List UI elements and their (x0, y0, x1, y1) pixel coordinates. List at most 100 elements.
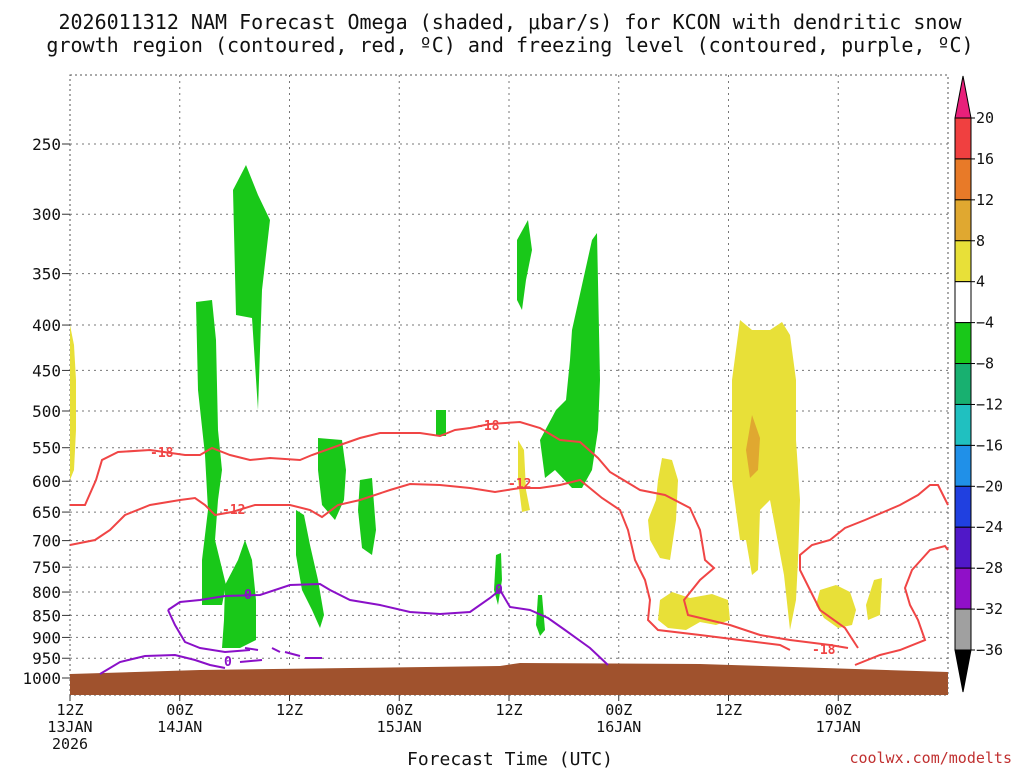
y-tick-label: 1000 (22, 669, 61, 688)
freezing-label-2: 0 (495, 583, 503, 598)
colorbar: 20 16 12 8 4 −4 −8 −12 −16 −20 −24 −28 −32 −36 (954, 75, 1003, 693)
colorbar-segment (954, 322, 972, 365)
x-tick-label: 13JAN (47, 718, 92, 736)
omega-region-yellow-3 (648, 458, 678, 560)
omega-region-yellow-7 (866, 578, 882, 620)
y-tick-label: 450 (32, 361, 61, 380)
x-tick-label: 00Z (166, 701, 193, 719)
colorbar-bottom-arrow (954, 649, 972, 693)
colorbar-label: −4 (976, 314, 994, 332)
freezing-contour-main (167, 582, 609, 666)
y-tick-label: 700 (32, 532, 61, 551)
freezing-contour-left (167, 609, 251, 654)
chart-title-line1: 2026011312 NAM Forecast Omega (shaded, μ… (58, 10, 962, 34)
freezing-contour-bottom (99, 653, 226, 675)
dgz-contour-minus18 (70, 420, 849, 649)
colorbar-segment (954, 608, 972, 651)
omega-region-yellow-4 (732, 320, 800, 630)
x-tick-label: 14JAN (157, 718, 202, 736)
dgz-contour-minus12-right (854, 544, 949, 666)
omega-region-yellow-6 (816, 585, 856, 628)
colorbar-segment (954, 281, 972, 324)
y-tick-label: 800 (32, 583, 61, 602)
chart-title-line2: growth region (contoured, red, ºC) and f… (46, 33, 973, 57)
colorbar-segment (954, 363, 972, 405)
colorbar-segment (954, 240, 972, 283)
omega-region-yellow-1 (70, 325, 76, 480)
omega-region-orange-1 (746, 415, 760, 478)
dgz-label-3: -18 (476, 419, 500, 434)
y-tick-label: 850 (32, 606, 61, 625)
y-tick-label: 350 (32, 265, 61, 284)
omega-region-green-6 (296, 510, 324, 628)
colorbar-segment (954, 444, 972, 487)
y-tick-label: 500 (32, 402, 61, 421)
colorbar-segment (954, 526, 972, 569)
x-tick-label: 15JAN (377, 718, 422, 736)
colorbar-segment (954, 199, 972, 242)
x-tick-label: 12Z (715, 701, 742, 719)
colorbar-label: −32 (976, 600, 1003, 618)
colorbar-label: −24 (976, 518, 1003, 536)
colorbar-segment (954, 403, 972, 446)
colorbar-label: 16 (976, 150, 994, 168)
x-tick-label: 2026 (52, 735, 88, 753)
colorbar-segment (954, 117, 972, 160)
colorbar-label: 4 (976, 273, 985, 291)
x-axis-title: Forecast Time (UTC) (407, 749, 613, 768)
omega-region-green-5 (358, 478, 376, 555)
freezing-contours (99, 582, 609, 675)
y-tick-label: 300 (32, 205, 61, 224)
colorbar-label: −36 (976, 641, 1003, 659)
freezing-label-1: 0 (244, 588, 252, 603)
x-tick-label: 17JAN (816, 718, 861, 736)
y-tick-label: 650 (32, 503, 61, 522)
y-tick-label: 400 (32, 316, 61, 335)
freezing-contour-fragments (239, 647, 322, 663)
colorbar-segment (954, 567, 972, 610)
omega-region-yellow-5 (658, 592, 730, 630)
colorbar-label: −12 (976, 395, 1003, 413)
x-tick-label: 12Z (56, 701, 83, 719)
colorbar-label: −28 (976, 559, 1003, 577)
y-tick-label: 900 (32, 628, 61, 647)
credit-text: coolwx.com/modelts (849, 749, 1012, 767)
freezing-label-3: 0 (224, 655, 232, 670)
y-axis: 250 300 350 400 450 500 550 600 650 700 750 800 850 9… (22, 135, 70, 688)
y-tick-label: 250 (32, 135, 61, 154)
colorbar-label: 12 (976, 191, 994, 209)
omega-region-yellow-2 (518, 440, 530, 512)
x-tick-label: 12Z (276, 701, 303, 719)
dgz-contour-minus12 (69, 478, 791, 651)
y-tick-label: 950 (32, 649, 61, 668)
omega-region-green-9 (540, 233, 600, 488)
x-tick-label: 00Z (605, 701, 632, 719)
y-tick-label: 600 (32, 472, 61, 491)
omega-region-green-2 (196, 300, 226, 605)
x-tick-label: 00Z (825, 701, 852, 719)
colorbar-top-arrow (954, 75, 972, 119)
dgz-label-1: -18 (150, 446, 174, 461)
dgz-contours (69, 420, 949, 666)
x-tick-label: 16JAN (596, 718, 641, 736)
y-tick-label: 750 (32, 558, 61, 577)
dgz-contour-minus18-right (799, 484, 949, 649)
omega-region-green-8 (517, 220, 532, 310)
colorbar-label: −16 (976, 436, 1003, 454)
dgz-label-2: -12 (222, 503, 245, 518)
dgz-label-4: -12 (508, 477, 531, 492)
omega-region-green-3 (222, 540, 256, 648)
x-tick-label: 12Z (495, 701, 522, 719)
y-tick-label: 550 (32, 439, 61, 458)
omega-shading (70, 165, 882, 648)
omega-region-green-1 (233, 165, 270, 410)
colorbar-label: 20 (976, 109, 994, 127)
colorbar-segment (954, 158, 972, 201)
dgz-label-5: -18 (812, 643, 836, 658)
colorbar-label: 8 (976, 232, 985, 250)
omega-region-green-7 (436, 410, 446, 436)
colorbar-label: −20 (976, 477, 1003, 495)
ground-terrain (70, 663, 948, 695)
